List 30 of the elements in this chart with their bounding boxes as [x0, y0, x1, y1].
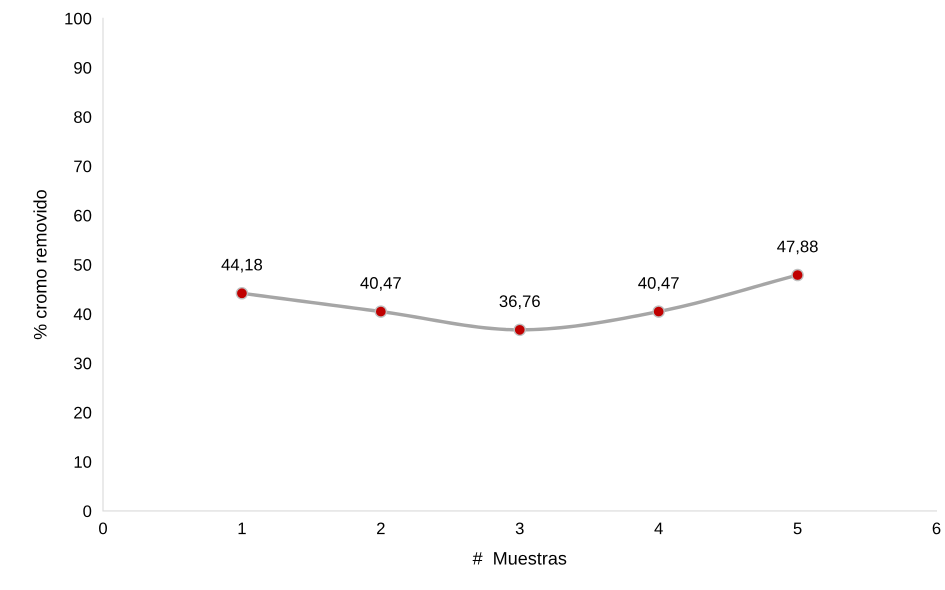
data-label: 44,18: [221, 258, 262, 273]
x-tick-label: 5: [794, 522, 802, 534]
y-tick-label: 70: [74, 160, 92, 172]
x-axis-title: # Muestras: [472, 552, 566, 565]
point: [652, 305, 665, 318]
y-tick-label: 10: [74, 456, 92, 468]
x-tick-label: 3: [516, 522, 524, 534]
point: [236, 287, 248, 300]
y-tick-label: 100: [65, 12, 92, 24]
x-tick-label: 2: [377, 522, 385, 534]
y-tick-label: 50: [74, 259, 92, 271]
y-tick-label: 20: [74, 406, 92, 419]
y-tick-label: 0: [83, 505, 92, 518]
x-tick-label: 6: [932, 522, 940, 534]
x-tick-label: 4: [654, 522, 663, 534]
data-label: 40,47: [638, 277, 679, 291]
y-axis-title: % cromo removido: [33, 190, 47, 340]
point: [791, 268, 804, 282]
point: [514, 324, 526, 336]
y-tick-label: 40: [74, 308, 92, 320]
point: [374, 305, 388, 318]
data-label: 40,47: [360, 277, 401, 291]
x-tick-label: 1: [238, 522, 246, 534]
x-tick-label: 0: [99, 522, 107, 534]
y-tick-label: 80: [74, 111, 92, 124]
y-tick-label: 90: [74, 62, 92, 74]
data-label: 36,76: [500, 295, 540, 310]
y-tick-label: 30: [74, 358, 92, 370]
data-label: 47,88: [777, 240, 818, 254]
y-tick-label: 60: [74, 210, 92, 222]
